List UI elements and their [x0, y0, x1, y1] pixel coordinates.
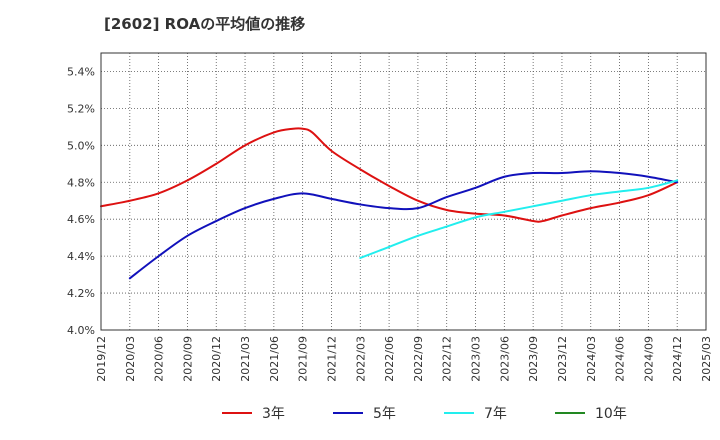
x-tick-label: 2022/09 [412, 336, 425, 382]
x-tick-label: 2019/12 [95, 336, 108, 382]
y-tick-label: 4.2% [67, 287, 95, 300]
x-tick-label: 2022/12 [441, 336, 454, 382]
y-tick-label: 5.0% [67, 139, 95, 152]
x-tick-label: 2023/03 [470, 336, 483, 382]
x-tick-label: 2021/06 [268, 336, 281, 382]
x-tick-label: 2020/06 [153, 336, 166, 382]
x-tick-label: 2022/03 [354, 336, 367, 382]
x-tick-label: 2021/03 [239, 336, 252, 382]
y-tick-label: 4.6% [67, 213, 95, 226]
chart-title: [2602] ROAの平均値の推移 [104, 15, 306, 33]
x-axis-ticks: 2019/12 2020/03 2020/06 2020/09 2020/12 2021/… [95, 336, 713, 382]
x-tick-label: 2024/12 [671, 336, 684, 382]
x-tick-label: 2021/12 [325, 336, 338, 382]
x-tick-label: 2025/03 [700, 336, 713, 382]
legend: 3年 5年 7年 10年 [222, 406, 627, 422]
plot-area [101, 53, 706, 330]
legend-label: 5年 [373, 406, 396, 422]
x-tick-label: 2023/12 [556, 336, 569, 382]
legend-label: 10年 [595, 406, 627, 422]
y-tick-label: 4.0% [67, 324, 95, 337]
y-tick-label: 5.2% [67, 102, 95, 115]
x-tick-label: 2021/09 [297, 336, 310, 382]
plot-frame [100, 52, 707, 331]
x-tick-label: 2020/12 [210, 336, 223, 382]
series-lines [100, 127, 679, 280]
y-axis-ticks: 4.0% 4.2% 4.4% 4.6% 4.8% 5.0% 5.2% 5.4% [67, 65, 95, 337]
x-tick-label: 2024/09 [642, 336, 655, 382]
x-tick-label: 2022/06 [383, 336, 396, 382]
y-tick-label: 5.4% [67, 65, 95, 78]
series-line-3年 [100, 127, 679, 223]
series-line-7年 [359, 179, 679, 259]
legend-label: 3年 [262, 406, 285, 422]
x-tick-label: 2023/09 [527, 336, 540, 382]
y-tick-label: 4.4% [67, 250, 95, 263]
x-tick-label: 2020/09 [181, 336, 194, 382]
x-tick-label: 2024/03 [585, 336, 598, 382]
x-tick-label: 2024/06 [614, 336, 627, 382]
y-tick-label: 4.8% [67, 176, 95, 189]
x-tick-label: 2020/03 [124, 336, 137, 382]
x-tick-label: 2023/06 [498, 336, 511, 382]
legend-label: 7年 [484, 406, 507, 422]
series-line-5年 [128, 170, 679, 280]
